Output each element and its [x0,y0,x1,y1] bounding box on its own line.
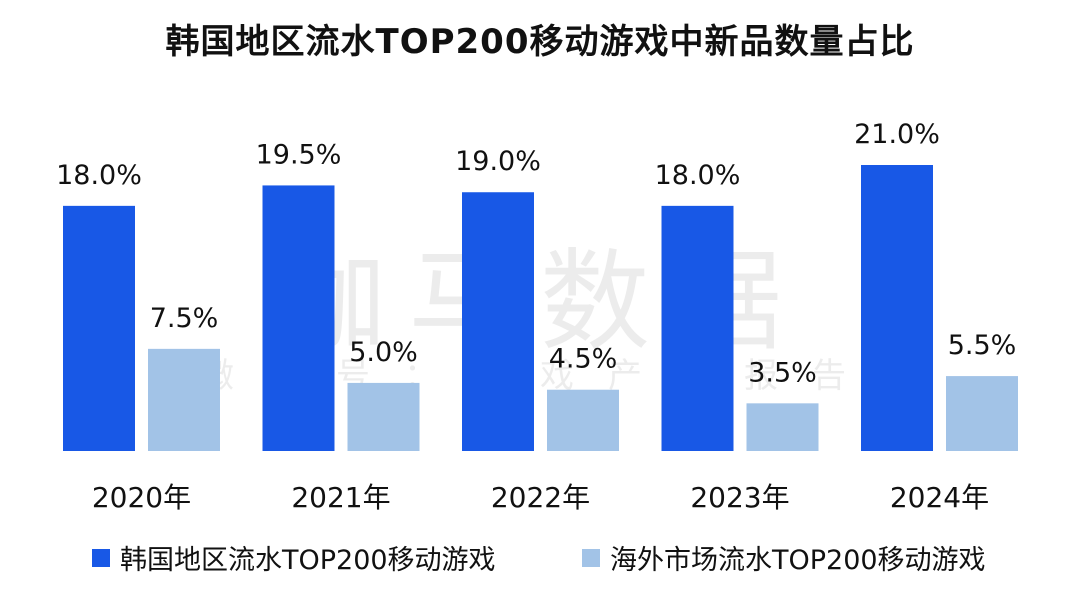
data-label-overseas-2021年: 5.0% [349,337,418,368]
legend-label-overseas: 海外市场流水TOP200移动游戏 [610,545,986,576]
bar-overseas-2024年 [946,376,1018,451]
bar-korea-2020年 [63,205,135,451]
bar-korea-2024年 [861,165,933,451]
data-label-korea-2023年: 18.0% [655,160,741,191]
data-label-overseas-2022年: 4.5% [549,344,618,375]
data-label-korea-2020年: 18.0% [56,160,142,191]
bar-overseas-2021年 [347,382,420,451]
data-label-overseas-2020年: 7.5% [150,303,219,334]
legend-label-korea: 韩国地区流水TOP200移动游戏 [120,545,496,576]
bar-overseas-2020年 [148,348,220,451]
bar-korea-2021年 [262,185,335,451]
bar-overseas-2023年 [746,403,819,451]
data-label-overseas-2023年: 3.5% [748,357,817,388]
data-label-korea-2021年: 19.5% [256,139,342,170]
data-label-korea-2022年: 19.0% [455,146,541,177]
data-label-overseas-2024年: 5.5% [948,330,1017,361]
legend-swatch-korea [92,548,110,567]
chart-title: 韩国地区流水TOP200移动游戏中新品数量占比 [165,22,915,62]
data-label-korea-2024年: 21.0% [854,119,940,150]
legend-item-korea: 韩国地区流水TOP200移动游戏 [92,538,496,577]
x-tick-label-2022年: 2022年 [491,481,590,514]
legend-item-overseas: 海外市场流水TOP200移动游戏 [582,538,986,577]
x-tick-label-2023年: 2023年 [690,481,789,514]
x-tick-label-2020年: 2020年 [92,481,191,514]
bar-korea-2022年 [462,192,534,451]
bar-overseas-2022年 [547,389,619,451]
x-tick-label-2021年: 2021年 [291,481,390,514]
x-tick-label-2024年: 2024年 [890,481,989,514]
bar-korea-2023年 [661,205,734,451]
legend-swatch-overseas [582,548,600,567]
legend: 韩国地区流水TOP200移动游戏 海外市场流水TOP200移动游戏 [0,538,1080,578]
